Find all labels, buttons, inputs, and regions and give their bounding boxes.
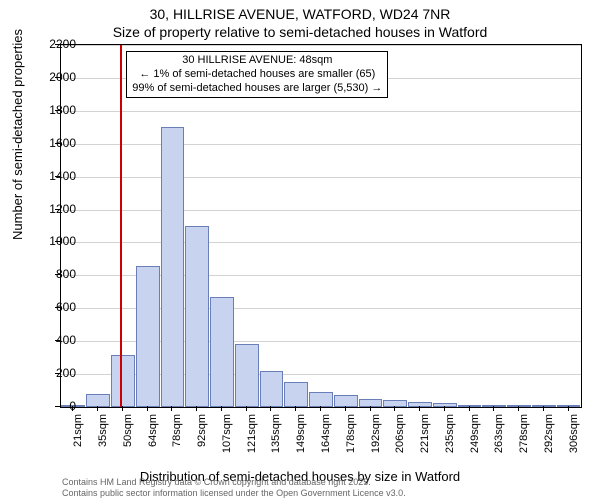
gridline	[61, 177, 581, 178]
x-tick-mark	[568, 406, 569, 411]
x-tick-label: 78sqm	[171, 414, 183, 464]
histogram-bar	[210, 297, 234, 407]
attribution-line1: Contains HM Land Registry data © Crown c…	[62, 477, 406, 487]
x-tick-label: 35sqm	[97, 414, 109, 464]
x-tick-mark	[320, 406, 321, 411]
chart-title-sub: Size of property relative to semi-detach…	[0, 24, 600, 40]
x-tick-label: 192sqm	[370, 414, 382, 464]
x-tick-label: 164sqm	[320, 414, 332, 464]
annotation-line3: 99% of semi-detached houses are larger (…	[132, 82, 382, 96]
x-tick-mark	[221, 406, 222, 411]
plot-area: 30 HILLRISE AVENUE: 48sqm ← 1% of semi-d…	[60, 44, 582, 408]
y-tick-label: 1800	[49, 103, 76, 117]
gridline	[61, 111, 581, 112]
histogram-bar	[433, 403, 457, 407]
x-tick-mark	[270, 406, 271, 411]
y-tick-mark	[55, 176, 60, 177]
x-tick-label: 249sqm	[469, 414, 481, 464]
x-tick-label: 64sqm	[147, 414, 159, 464]
x-tick-label: 121sqm	[246, 414, 258, 464]
x-tick-label: 306sqm	[568, 414, 580, 464]
histogram-bar	[185, 226, 209, 407]
y-tick-mark	[55, 241, 60, 242]
x-tick-mark	[97, 406, 98, 411]
histogram-chart: 30, HILLRISE AVENUE, WATFORD, WD24 7NR S…	[0, 0, 600, 500]
x-tick-mark	[444, 406, 445, 411]
chart-title-main: 30, HILLRISE AVENUE, WATFORD, WD24 7NR	[0, 6, 600, 22]
annotation-box: 30 HILLRISE AVENUE: 48sqm ← 1% of semi-d…	[126, 51, 388, 98]
y-tick-label: 1000	[49, 234, 76, 248]
y-tick-label: 2200	[49, 37, 76, 51]
x-tick-mark	[469, 406, 470, 411]
x-tick-mark	[370, 406, 371, 411]
x-tick-label: 92sqm	[196, 414, 208, 464]
x-tick-label: 263sqm	[493, 414, 505, 464]
y-tick-mark	[55, 209, 60, 210]
x-tick-mark	[246, 406, 247, 411]
x-tick-mark	[196, 406, 197, 411]
x-tick-label: 21sqm	[72, 414, 84, 464]
gridline	[61, 144, 581, 145]
y-tick-label: 1400	[49, 169, 76, 183]
gridline	[61, 210, 581, 211]
attribution-text: Contains HM Land Registry data © Crown c…	[62, 477, 406, 498]
annotation-line2: ← 1% of semi-detached houses are smaller…	[132, 68, 382, 82]
gridline	[61, 242, 581, 243]
y-tick-mark	[55, 77, 60, 78]
y-axis-label: Number of semi-detached properties	[10, 29, 25, 240]
x-tick-label: 149sqm	[295, 414, 307, 464]
histogram-bar	[334, 395, 358, 407]
x-tick-label: 235sqm	[444, 414, 456, 464]
y-tick-mark	[55, 143, 60, 144]
histogram-bar	[532, 405, 556, 407]
x-tick-mark	[543, 406, 544, 411]
annotation-line1: 30 HILLRISE AVENUE: 48sqm	[132, 54, 382, 68]
x-tick-mark	[147, 406, 148, 411]
histogram-bar	[111, 355, 135, 407]
attribution-line2: Contains public sector information licen…	[62, 488, 406, 498]
histogram-bar	[161, 127, 185, 407]
y-tick-mark	[55, 274, 60, 275]
y-tick-mark	[55, 110, 60, 111]
histogram-bar	[309, 392, 333, 407]
histogram-bar	[235, 344, 259, 407]
x-tick-mark	[72, 406, 73, 411]
histogram-bar	[260, 371, 284, 407]
x-tick-label: 278sqm	[518, 414, 530, 464]
x-tick-mark	[518, 406, 519, 411]
x-tick-mark	[493, 406, 494, 411]
property-marker-line	[120, 45, 122, 407]
x-tick-mark	[345, 406, 346, 411]
x-tick-label: 107sqm	[221, 414, 233, 464]
gridline	[61, 45, 581, 46]
y-tick-mark	[55, 373, 60, 374]
x-tick-label: 292sqm	[543, 414, 555, 464]
histogram-bar	[284, 382, 308, 407]
histogram-bar	[136, 266, 160, 408]
x-tick-mark	[394, 406, 395, 411]
y-tick-label: 1200	[49, 202, 76, 216]
y-tick-mark	[55, 44, 60, 45]
x-tick-mark	[419, 406, 420, 411]
y-tick-mark	[55, 340, 60, 341]
x-tick-label: 221sqm	[419, 414, 431, 464]
x-tick-label: 135sqm	[270, 414, 282, 464]
y-tick-mark	[55, 307, 60, 308]
y-tick-label: 1600	[49, 136, 76, 150]
x-tick-label: 178sqm	[345, 414, 357, 464]
y-tick-label: 2000	[49, 70, 76, 84]
x-tick-mark	[295, 406, 296, 411]
x-tick-label: 50sqm	[122, 414, 134, 464]
x-tick-mark	[171, 406, 172, 411]
x-tick-label: 206sqm	[394, 414, 406, 464]
y-tick-mark	[55, 406, 60, 407]
x-tick-mark	[122, 406, 123, 411]
